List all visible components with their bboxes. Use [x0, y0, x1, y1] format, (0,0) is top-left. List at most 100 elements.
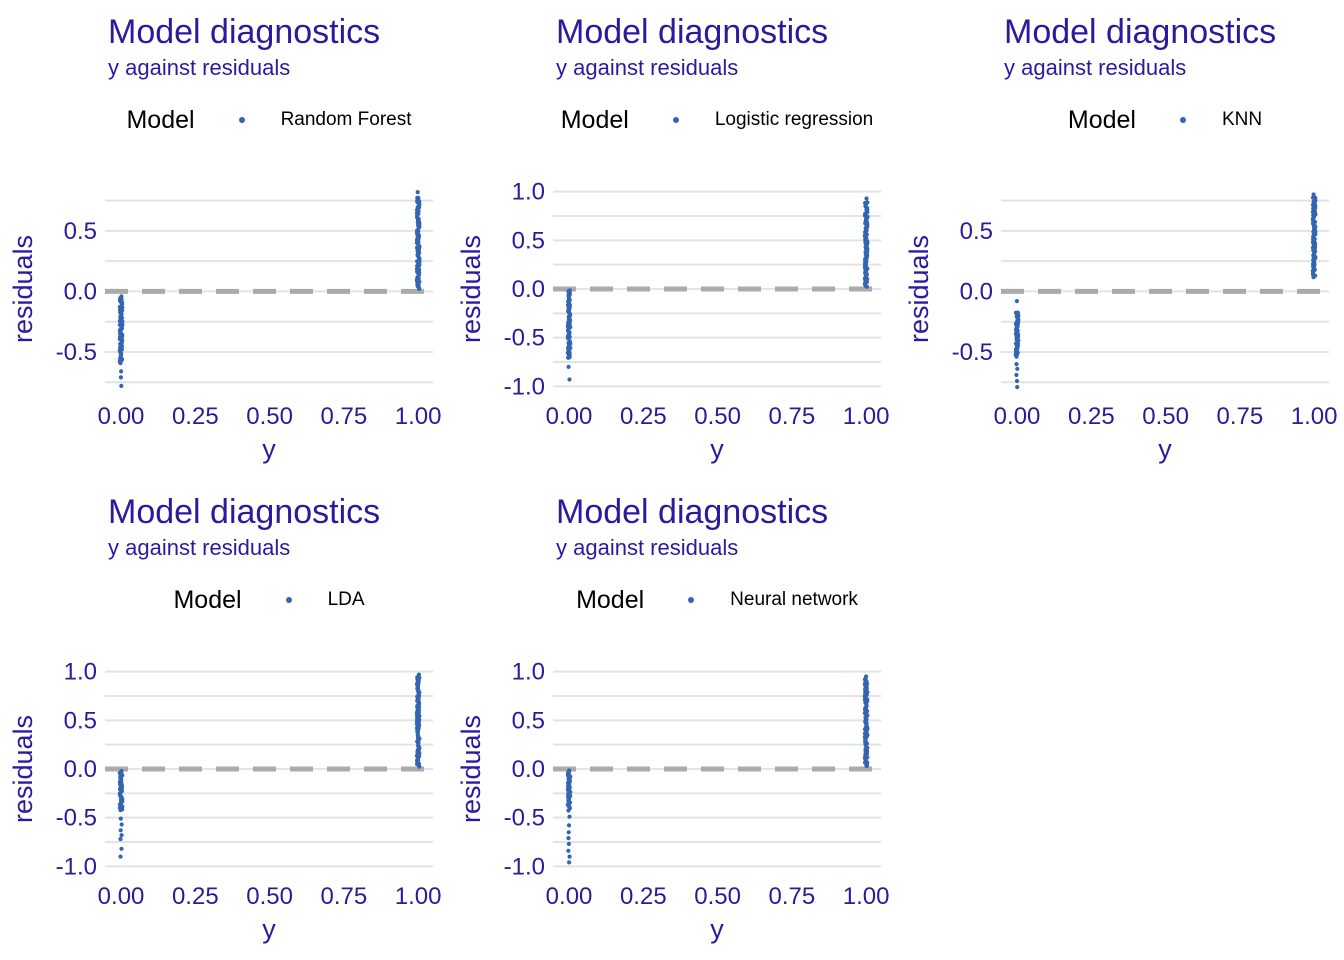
scatter-plot: 1.0 0.5 0.0 -0.5 -1.00.00 0.25 0.50 0.75 1.00 y re… [456, 179, 890, 464]
svg-text:-0.5: -0.5 [504, 805, 545, 832]
legend-title: Model [560, 105, 629, 134]
legend-label: KNN [1221, 109, 1263, 130]
svg-text:0.00: 0.00 [546, 403, 593, 430]
empty-cell [896, 480, 1344, 960]
legend-point-icon [1179, 117, 1186, 123]
svg-text:0.25: 0.25 [172, 883, 219, 910]
legend: Model KNN [1001, 104, 1329, 136]
legend: Model Random Forest [105, 104, 433, 136]
scatter-plot: 0.5 0.0 -0.5 0.00 0.25 0.50 0.75 1.00 y residuals [904, 192, 1338, 464]
x-axis-title: y [710, 914, 724, 944]
legend-label: Random Forest [280, 109, 412, 130]
panel-random-forest: 0.5 0.0 -0.5 0.00 0.25 0.50 0.75 1.00 y residuals… [0, 0, 448, 480]
chart-title: Model diagnostics [108, 493, 381, 531]
svg-text:0.75: 0.75 [769, 403, 816, 430]
legend-title: Model [173, 585, 242, 614]
data-points [117, 190, 422, 388]
svg-text:-0.5: -0.5 [504, 325, 545, 352]
svg-text:1.0: 1.0 [64, 659, 97, 686]
svg-text:1.0: 1.0 [512, 179, 545, 206]
svg-text:-0.5: -0.5 [56, 339, 97, 366]
x-tick-labels: 0.00 0.25 0.50 0.75 1.00 [546, 403, 890, 430]
y-axis-title: residuals [8, 235, 38, 343]
legend-point-icon [672, 117, 679, 123]
svg-text:0.0: 0.0 [512, 276, 545, 303]
svg-text:1.00: 1.00 [395, 883, 442, 910]
svg-text:0.0: 0.0 [64, 278, 97, 305]
y-axis-title: residuals [456, 235, 486, 343]
svg-text:0.25: 0.25 [620, 883, 667, 910]
gridlines [553, 670, 881, 868]
svg-text:0.75: 0.75 [321, 883, 368, 910]
svg-text:0.75: 0.75 [769, 883, 816, 910]
svg-text:-1.0: -1.0 [504, 853, 545, 880]
y-axis-title: residuals [8, 715, 38, 823]
svg-text:0.50: 0.50 [694, 883, 741, 910]
svg-text:0.00: 0.00 [546, 883, 593, 910]
data-points [1013, 192, 1318, 390]
svg-text:0.75: 0.75 [1217, 403, 1264, 430]
panel-logistic-regression: 1.0 0.5 0.0 -0.5 -1.0 0.00 0.25 0.50 0.75 1.00 y re… [448, 0, 896, 480]
svg-text:0.5: 0.5 [64, 707, 97, 734]
svg-text:-0.5: -0.5 [952, 339, 993, 366]
svg-text:0.5: 0.5 [64, 218, 97, 245]
svg-text:0.0: 0.0 [64, 756, 97, 783]
legend-title: Model [126, 105, 195, 134]
legend: Model Neural network [553, 584, 881, 616]
svg-text:-1.0: -1.0 [504, 373, 545, 400]
svg-text:0.25: 0.25 [1068, 403, 1115, 430]
svg-text:-0.5: -0.5 [56, 805, 97, 832]
svg-text:1.0: 1.0 [512, 659, 545, 686]
chart-title: Model diagnostics [1004, 13, 1277, 51]
y-axis-title: residuals [456, 715, 486, 823]
chart-title: Model diagnostics [108, 13, 381, 51]
svg-text:0.25: 0.25 [620, 403, 667, 430]
svg-text:0.5: 0.5 [512, 227, 545, 254]
x-tick-labels: 0.00 0.25 0.50 0.75 1.00 [98, 403, 442, 430]
svg-text:0.50: 0.50 [694, 403, 741, 430]
svg-text:0.00: 0.00 [994, 403, 1041, 430]
legend-title: Model [1067, 105, 1136, 134]
svg-text:-1.0: -1.0 [56, 853, 97, 880]
scatter-plot: 0.5 0.0 -0.5 0.00 0.25 0.50 0.75 1.00 y residuals [8, 190, 442, 464]
data-points [565, 674, 870, 865]
legend: Model LDA [105, 584, 433, 616]
legend-label: Neural network [730, 589, 858, 610]
legend-point-icon [238, 117, 245, 123]
x-axis-title: y [710, 434, 724, 464]
svg-text:0.00: 0.00 [98, 883, 145, 910]
panel-knn: 0.5 0.0 -0.5 0.00 0.25 0.50 0.75 1.00 y residuals… [896, 0, 1344, 480]
legend-label: Logistic regression [714, 109, 874, 130]
svg-text:0.50: 0.50 [246, 403, 293, 430]
svg-text:1.00: 1.00 [1291, 403, 1338, 430]
chart-subtitle: y against residuals [108, 535, 291, 560]
y-tick-labels: 1.0 0.5 0.0 -0.5 -1.0 [504, 659, 545, 881]
x-axis-title: y [262, 434, 276, 464]
legend-point-icon [688, 597, 695, 603]
scatter-plot: 1.0 0.5 0.0 -0.5 -1.00.00 0.25 0.50 0.75 1.00 y re… [8, 659, 442, 944]
y-tick-labels: 0.5 0.0 -0.5 [56, 218, 97, 366]
y-tick-labels: 1.0 0.5 0.0 -0.5 -1.0 [56, 659, 97, 881]
y-tick-labels: 0.5 0.0 -0.5 [952, 218, 993, 366]
svg-text:0.25: 0.25 [172, 403, 219, 430]
svg-text:0.0: 0.0 [960, 278, 993, 305]
chart-subtitle: y against residuals [1004, 55, 1187, 80]
chart-title: Model diagnostics [556, 13, 829, 51]
scatter-plot: 1.0 0.5 0.0 -0.5 -1.00.00 0.25 0.50 0.75 1.00 y re… [456, 659, 890, 944]
chart-subtitle: y against residuals [556, 535, 739, 560]
chart-subtitle: y against residuals [108, 55, 291, 80]
legend-label: LDA [327, 589, 365, 610]
y-axis-title: residuals [904, 235, 934, 343]
x-axis-title: y [262, 914, 276, 944]
panel-neural-network: 1.0 0.5 0.0 -0.5 -1.0 0.00 0.25 0.50 0.75 1.00 y re… [448, 480, 896, 960]
chart-subtitle: y against residuals [556, 55, 739, 80]
svg-text:0.75: 0.75 [321, 403, 368, 430]
chart-title: Model diagnostics [556, 493, 829, 531]
svg-text:1.00: 1.00 [843, 403, 890, 430]
svg-text:0.5: 0.5 [960, 218, 993, 245]
svg-text:0.50: 0.50 [1142, 403, 1189, 430]
x-tick-labels: 0.00 0.25 0.50 0.75 1.00 [994, 403, 1338, 430]
svg-text:1.00: 1.00 [395, 403, 442, 430]
svg-text:0.50: 0.50 [246, 883, 293, 910]
